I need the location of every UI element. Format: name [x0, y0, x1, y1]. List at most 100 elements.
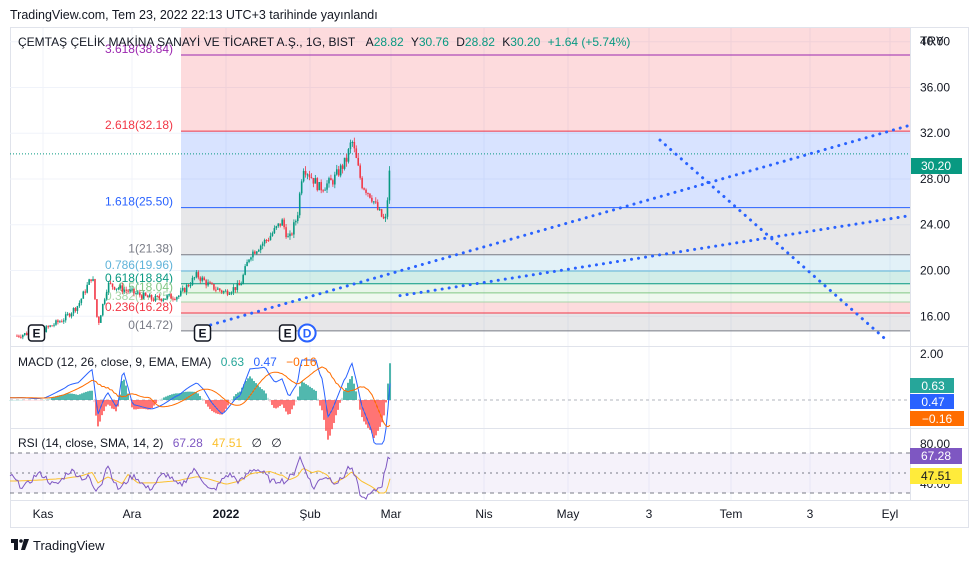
time-tick-label: 3	[807, 507, 814, 521]
candle-body	[109, 282, 112, 284]
candle-body	[146, 295, 149, 298]
candle-body	[203, 277, 205, 281]
rsi-tag	[910, 448, 962, 464]
time-tick-label: May	[557, 507, 580, 521]
macd-histogram-bar	[349, 379, 351, 400]
fib-zone	[181, 254, 910, 271]
macd-histogram-bar	[369, 400, 371, 430]
candle-body	[90, 279, 92, 281]
earnings-marker-label: E	[284, 327, 292, 341]
candle-body	[193, 277, 196, 279]
ohlc-close-label: K	[502, 35, 510, 49]
candle-body	[23, 333, 26, 335]
candle-body	[174, 299, 176, 301]
candle-body	[70, 313, 73, 317]
macd-histogram-bar	[207, 400, 209, 407]
candle-body	[137, 292, 139, 294]
macd-pane[interactable]: MACD (12, 26, close, 9, EMA, EMA) 0.63 0…	[9, 347, 964, 445]
earnings-marker	[278, 324, 297, 342]
macd-histogram-bar	[241, 387, 243, 400]
price-tick-label: 40.00	[920, 35, 950, 49]
macd-line	[10, 359, 391, 445]
price-pane[interactable]: 3.618(38.84) 2.618(32.18) 1.618(25.50) 1(21…	[10, 28, 912, 500]
time-axis[interactable]: Kas Ara 2022 Şub Mar Nis May 3 Tem 3 Eyl	[33, 507, 899, 521]
macd-histogram-bar	[277, 400, 279, 408]
ohlc-open-label: A	[366, 35, 374, 49]
macd-histogram-bar	[295, 400, 297, 402]
candle-body	[191, 277, 194, 285]
trendlines[interactable]	[195, 123, 912, 343]
ohlc-high-value: 30.76	[419, 35, 449, 49]
macd-histogram-bar	[147, 400, 149, 410]
candle-body	[265, 239, 268, 241]
macd-histogram-bar	[39, 400, 41, 401]
price-tick-label: 32.00	[920, 126, 950, 140]
ohlc-high-label: Y	[411, 35, 419, 49]
candle-body	[220, 290, 223, 293]
candle-body	[144, 292, 147, 296]
macd-histogram-bar	[235, 394, 237, 400]
macd-histogram-bar	[257, 385, 259, 400]
fib-zone	[181, 131, 910, 208]
candle-body	[140, 295, 143, 299]
macd-legend: MACD (12, 26, close, 9, EMA, EMA) 0.63 0…	[18, 355, 317, 369]
candle-body	[242, 274, 244, 284]
macd-histogram-bar	[65, 394, 67, 400]
macd-histogram-bar	[91, 390, 93, 400]
macd-histogram-bar	[33, 400, 35, 401]
candle-body	[304, 170, 307, 175]
earnings-marker-label: E	[32, 327, 40, 341]
candle-body	[343, 157, 346, 169]
macd-histogram-bar	[137, 400, 139, 410]
macd-histogram-bar	[229, 400, 231, 402]
macd-histogram-bar	[131, 400, 133, 408]
candle-body	[105, 291, 108, 300]
macd-histogram-bar	[83, 392, 85, 400]
macd-histogram-bar	[287, 400, 289, 415]
rsi-ma-value: 47.51	[212, 436, 242, 450]
candle-body	[62, 320, 65, 322]
dividend-marker-label: D	[303, 327, 312, 341]
macd-histogram-bar	[249, 376, 251, 400]
candle-body	[318, 182, 321, 191]
candle-body	[78, 302, 81, 307]
candle-body	[129, 289, 131, 292]
candle-body	[92, 279, 94, 281]
candle-body	[376, 202, 379, 210]
rsi-pane[interactable]: RSI (14, close, SMA, 14, 2) 67.28 47.51 …	[9, 436, 962, 500]
candle-body	[195, 272, 198, 278]
candle-body	[287, 236, 289, 238]
macd-histogram-bar	[265, 393, 267, 400]
macd-histogram-bar	[385, 400, 387, 403]
candle-body	[310, 177, 313, 179]
macd-histogram-bar	[141, 400, 143, 409]
price-tick-label: 20.00	[920, 264, 950, 278]
macd-histogram-bar	[121, 381, 123, 400]
macd-histogram-bar	[81, 393, 83, 400]
macd-histogram-bar	[223, 400, 225, 413]
macd-histogram-bar	[233, 396, 235, 400]
macd-histogram-bar	[37, 400, 39, 401]
candle-body	[113, 286, 116, 290]
macd-histogram-bar	[49, 398, 51, 400]
fib-zone	[181, 28, 910, 55]
candle-body	[123, 289, 126, 292]
price-axis[interactable]: TRY 40.0036.0032.0028.0024.0020.0016.00 …	[910, 34, 962, 323]
candle-body	[18, 335, 20, 337]
candle-body	[96, 299, 98, 317]
macd-histogram-bar	[69, 393, 71, 400]
candle-body	[369, 193, 371, 198]
tradingview-logo[interactable]: TradingView	[11, 538, 105, 553]
candle-body	[324, 189, 326, 191]
candle-body	[101, 303, 104, 316]
fib-level-label: 0(14.72)	[128, 318, 173, 332]
macd-histogram-bar	[355, 391, 357, 400]
candle-body	[185, 285, 188, 293]
candle-body	[281, 219, 283, 226]
candle-body	[367, 192, 369, 194]
macd-histogram-bar	[345, 388, 347, 400]
candle-body	[148, 294, 151, 298]
fib-level-label: 3.618(38.84)	[105, 42, 173, 56]
